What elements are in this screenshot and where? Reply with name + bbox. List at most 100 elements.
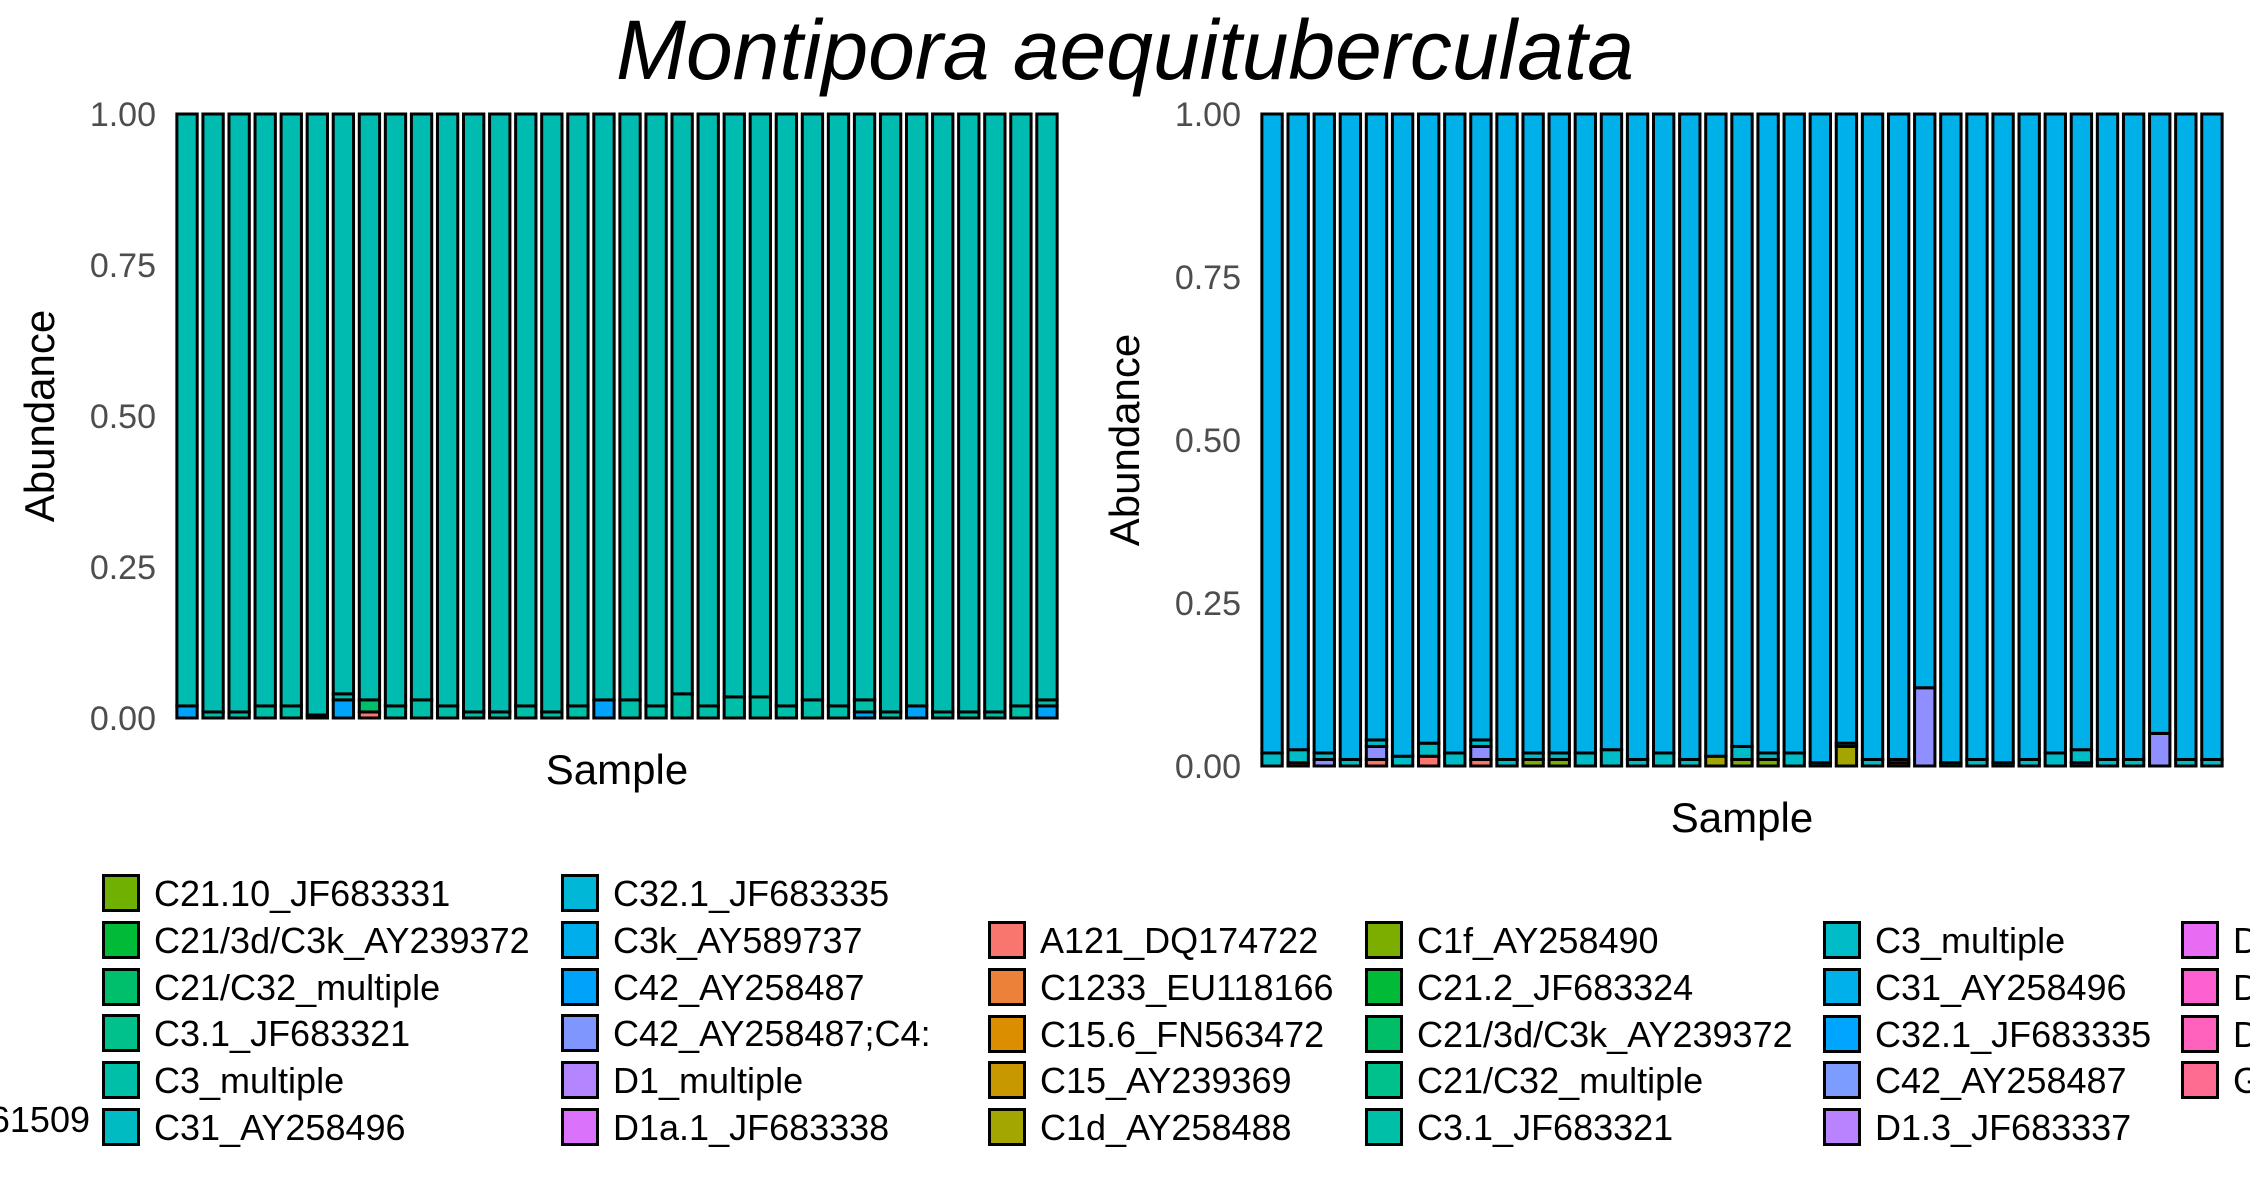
legend-label: C15_AY239369 xyxy=(1040,1060,1292,1102)
legend-label: C21.10_JF683331 xyxy=(154,873,451,914)
legend-key-swatch xyxy=(2181,921,2219,959)
right-bar xyxy=(1651,112,1676,755)
right-bar xyxy=(2174,112,2198,761)
left-bar xyxy=(592,112,616,702)
legend-label: D1.3_JF683337 xyxy=(1875,1107,2132,1149)
legend-label: D xyxy=(2233,921,2250,961)
right-bar xyxy=(2121,112,2146,761)
right-bar-segment xyxy=(1443,751,1467,768)
legend-label: D1a.1_JF683338 xyxy=(613,1108,890,1148)
right-bar xyxy=(1260,112,1284,755)
legend-key-swatch xyxy=(561,1014,599,1053)
left-bar xyxy=(305,112,329,717)
legend-key-swatch xyxy=(561,1108,599,1146)
legend-label: C15.6_FN563472 xyxy=(1040,1013,1325,1055)
legend-label: C3.1_JF683321 xyxy=(1417,1107,1674,1149)
right-x-axis-title: Sample xyxy=(1671,794,1813,841)
legend-label: C21/3d/C3k_AY239372 xyxy=(154,919,530,961)
left-bar xyxy=(488,112,512,714)
legend-label: C31_AY258496 xyxy=(1875,966,2127,1008)
right-y-axis-title: Abundance xyxy=(1101,334,1148,547)
left-bar xyxy=(618,112,642,702)
legend-label: C31_AY258496 xyxy=(154,1107,406,1148)
left-bar xyxy=(931,112,955,714)
right-bar xyxy=(1338,112,1363,761)
right-bar-segment xyxy=(1651,751,1676,768)
right-bar xyxy=(1417,112,1441,745)
right-bar xyxy=(2200,112,2224,761)
right-bar xyxy=(1965,112,1989,761)
left-bar xyxy=(331,112,356,696)
legend-key-swatch xyxy=(1365,1061,1403,1100)
legend-key-swatch xyxy=(1823,1014,1861,1053)
legend-label: C32.1_JF683335 xyxy=(613,874,890,914)
legend-key-swatch xyxy=(988,1108,1026,1147)
right-bar xyxy=(1939,112,1963,765)
left-bar xyxy=(774,112,799,708)
legend-label: C42_AY258487;C4: xyxy=(613,1014,931,1055)
right-bar-segment xyxy=(2043,751,2067,768)
right-ytick-label: 0.25 xyxy=(1175,585,1241,623)
left-bar xyxy=(279,112,303,708)
right-bar xyxy=(1808,112,1833,765)
left-bar xyxy=(253,112,277,708)
left-ytick-label: 0.75 xyxy=(90,247,156,285)
legend-key-swatch xyxy=(102,1014,140,1053)
left-bar xyxy=(957,112,981,714)
right-bar xyxy=(1834,112,1859,745)
legend-label: D1_multiple xyxy=(613,1061,804,1102)
right-bar xyxy=(1547,112,1571,755)
left-ytick-label: 1.00 xyxy=(90,96,156,134)
left-bar xyxy=(826,112,851,708)
right-bar xyxy=(1521,112,1545,755)
right-ytick-label: 0.50 xyxy=(1175,422,1241,460)
right-bar-segment xyxy=(2069,748,2094,765)
left-ytick-label: 0.00 xyxy=(90,700,156,738)
right-bar-segment xyxy=(1286,748,1310,765)
legend-key-swatch xyxy=(2181,1061,2219,1100)
legend-key-swatch xyxy=(988,1014,1026,1053)
main-title: Montipora aequituberculata xyxy=(615,3,1634,97)
left-bar xyxy=(1009,112,1033,708)
left-bar xyxy=(566,112,590,708)
legend-label: C1233_EU118166 xyxy=(1040,966,1334,1008)
right-bar xyxy=(1443,112,1467,755)
legend-key-swatch xyxy=(988,967,1026,1006)
left-bar xyxy=(409,112,434,702)
right-bar-segment xyxy=(1260,751,1284,768)
right-bar xyxy=(1286,112,1310,752)
legend-key-swatch xyxy=(988,921,1026,959)
legend-label: C3_multiple xyxy=(1875,920,2066,961)
legend-label: D xyxy=(2233,1014,2250,1055)
right-bar-segment xyxy=(1730,744,1754,761)
right-bar xyxy=(1991,112,2015,765)
left-bar xyxy=(905,112,929,708)
right-bar xyxy=(1599,112,1624,752)
legend-label: C3.1_JF683321 xyxy=(154,1013,411,1055)
right-bar xyxy=(1886,112,1911,761)
left-bar xyxy=(201,112,225,714)
right-bar xyxy=(2017,112,2041,761)
left-bar xyxy=(1035,112,1059,702)
legend-label: C42_AY258487 xyxy=(613,967,865,1008)
legend-key-swatch xyxy=(1365,967,1403,1006)
right-bar xyxy=(1495,112,1519,761)
right-bar xyxy=(2043,112,2067,755)
right-bar xyxy=(1913,112,1937,690)
left-x-axis-title: Sample xyxy=(546,746,688,793)
left-bar xyxy=(383,112,408,708)
right-ytick-label: 0.00 xyxy=(1175,748,1241,786)
left-bar xyxy=(852,112,877,702)
legend-key-swatch xyxy=(561,920,599,959)
right-bar xyxy=(1704,112,1728,758)
right-bar-segment xyxy=(1417,741,1441,758)
legend-key-swatch xyxy=(102,1061,140,1100)
left-bar xyxy=(722,112,746,699)
right-bar xyxy=(1469,112,1493,742)
right-bar-segment xyxy=(1782,751,1806,768)
left-bar xyxy=(670,112,694,696)
legend-key-swatch xyxy=(2181,1014,2219,1053)
right-bar-segment xyxy=(1364,744,1389,761)
legend-label: C1f_AY258490 xyxy=(1417,920,1659,961)
